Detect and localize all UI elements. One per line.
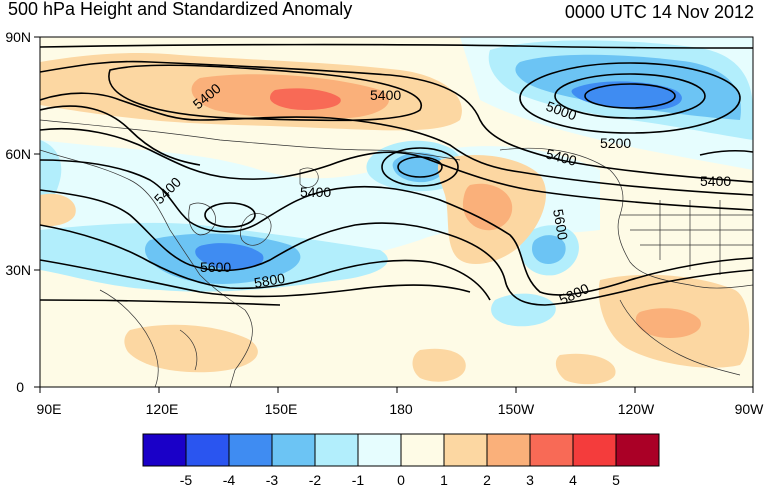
- anomaly-region: [124, 324, 258, 373]
- contour-label: 5400: [544, 145, 578, 169]
- longitude-labels: 90E 120E 150E 180 150W 120W 90W: [37, 401, 765, 417]
- colorbar-label: 4: [569, 472, 577, 488]
- colorbar-label: -5: [180, 472, 193, 488]
- colorbar-swatch: [529, 433, 574, 467]
- anomaly-field: 5400 5400 5000 5200 5400 5400 5400 5400 …: [40, 37, 753, 387]
- lat-label: 90N: [5, 29, 31, 45]
- colorbar-label: 0: [397, 472, 405, 488]
- coastlines: [40, 119, 753, 387]
- colorbar-swatch: [443, 433, 488, 467]
- anomaly-region: [462, 183, 513, 231]
- anomaly-region: [40, 140, 62, 210]
- lat-label: 30N: [5, 262, 31, 278]
- lon-label: 120E: [146, 401, 179, 417]
- colorbar-label: 1: [440, 472, 448, 488]
- lon-label: 120W: [618, 401, 655, 417]
- anomaly-region: [571, 81, 682, 110]
- lon-label: 150E: [265, 401, 298, 417]
- anomaly-region: [40, 193, 76, 227]
- contour-label: 5600: [200, 259, 231, 275]
- colorbar-label: 3: [526, 472, 534, 488]
- anomaly-region: [635, 308, 701, 338]
- anomaly-region: [412, 348, 466, 382]
- colorbar-label: -3: [266, 472, 279, 488]
- colorbar-swatch: [615, 433, 660, 467]
- anomaly-region: [532, 235, 566, 264]
- colorbar-swatch: [486, 433, 531, 467]
- colorbar-swatch: [400, 433, 445, 467]
- colorbar-swatch: [572, 433, 617, 467]
- latitude-labels: 90N 60N 30N 0: [5, 29, 31, 395]
- colorbar-label: -1: [352, 472, 365, 488]
- contour-label: 5400: [300, 184, 331, 200]
- colorbar-label: 2: [483, 472, 491, 488]
- contour-label: 5800: [253, 270, 287, 291]
- colorbar: -5 -4 -3 -2 -1 0 1 2 3 4 5: [142, 433, 660, 488]
- colorbar-swatch: [314, 433, 359, 467]
- anomaly-region: [195, 243, 264, 270]
- anomaly-region: [491, 293, 556, 327]
- lon-label: 90W: [735, 401, 765, 417]
- lon-label: 180: [389, 401, 413, 417]
- anomaly-region: [555, 353, 616, 385]
- contour-label: 5400: [700, 173, 731, 189]
- lon-label: 150W: [498, 401, 535, 417]
- colorbar-label: -4: [223, 472, 236, 488]
- colorbar-swatch: [228, 433, 273, 467]
- contour-label: 5200: [600, 135, 631, 151]
- colorbar-swatch: [142, 433, 187, 467]
- height-contours: [40, 43, 753, 306]
- colorbar-label: 5: [612, 472, 620, 488]
- valid-time-label: 0000 UTC 14 Nov 2012: [564, 2, 754, 22]
- colorbar-label: -2: [309, 472, 322, 488]
- colorbar-swatch: [185, 433, 230, 467]
- lat-label: 60N: [5, 146, 31, 162]
- contour-label: 5400: [370, 87, 401, 103]
- anomaly-region: [270, 88, 341, 110]
- map-title: 500 hPa Height and Standardized Anomaly: [8, 0, 353, 19]
- contour-label: 5600: [550, 208, 571, 242]
- colorbar-swatch: [271, 433, 316, 467]
- colorbar-swatch: [357, 433, 402, 467]
- contour-labels: 5400 5400 5000 5200 5400 5400 5400 5400 …: [151, 80, 732, 308]
- lon-label: 90E: [37, 401, 62, 417]
- lat-label: 0: [16, 379, 24, 395]
- axis-ticks: [34, 36, 754, 393]
